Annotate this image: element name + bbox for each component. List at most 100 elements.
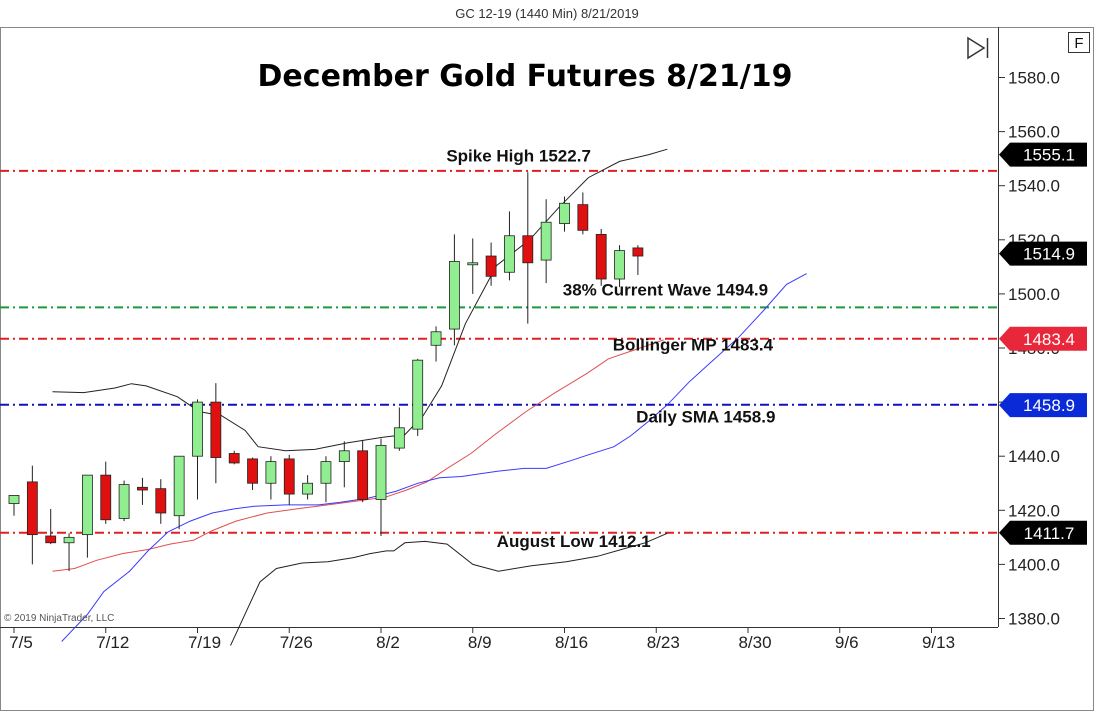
candle-body xyxy=(100,474,112,521)
play-triangle-icon xyxy=(967,36,986,60)
price-tag: 1458.9 xyxy=(999,393,1087,418)
candle xyxy=(228,450,240,465)
candle xyxy=(485,242,497,286)
price-tag-label: 1411.7 xyxy=(1024,524,1075,543)
level-annotation: August Low 1412.1 xyxy=(497,532,651,551)
x-tick-label: 8/23 xyxy=(647,633,680,652)
candle-body xyxy=(192,401,203,457)
candle xyxy=(448,234,460,346)
candle-body xyxy=(485,255,497,277)
candle-body xyxy=(320,461,332,484)
candle xyxy=(430,326,442,362)
f-button-box[interactable] xyxy=(1068,32,1090,53)
y-tick-label: 1400.0 xyxy=(1008,555,1060,574)
level-annotation: Bollinger MP 1483.4 xyxy=(613,336,774,355)
candle xyxy=(467,238,479,294)
chart-frame xyxy=(0,27,1094,711)
candle xyxy=(338,441,350,488)
candle-body xyxy=(247,458,258,484)
scroll-end-icon[interactable] xyxy=(967,36,989,60)
candle xyxy=(559,196,570,232)
candle-body xyxy=(632,247,644,257)
price-tag: 1514.9 xyxy=(999,241,1087,266)
candle-body xyxy=(82,474,93,536)
indicator-lines xyxy=(52,148,807,646)
x-tick-label: 8/30 xyxy=(738,633,771,652)
annotations: Spike High 1522.7 38% Current Wave 1494.9… xyxy=(446,146,775,550)
candle-body xyxy=(504,235,515,273)
x-tick-label: 8/9 xyxy=(468,633,492,652)
candle xyxy=(100,461,112,524)
candle-body xyxy=(448,261,460,330)
candle-body xyxy=(8,495,20,504)
chart-caption: GC 12-19 (1440 Min) 8/21/2019 xyxy=(455,6,639,21)
candle xyxy=(522,172,534,324)
candle-body xyxy=(173,455,185,517)
candle xyxy=(577,192,589,235)
candle xyxy=(210,383,222,484)
f-button-label[interactable]: F xyxy=(1074,35,1083,52)
y-tick-label: 1580.0 xyxy=(1008,69,1060,88)
x-axis: 7/5 7/12 7/19 7/26 8/2 8/9 8/16 8/23 8/30 9/6 9/13 xyxy=(9,627,955,652)
f-button[interactable]: F xyxy=(1068,32,1090,53)
candle xyxy=(173,455,185,530)
candle-body xyxy=(595,233,607,280)
x-tick-label: 7/12 xyxy=(96,633,129,652)
price-tag: 1483.4 xyxy=(999,326,1087,351)
x-tick-label: 7/19 xyxy=(188,633,221,652)
candle xyxy=(504,211,515,281)
price-tag: 1555.1 xyxy=(999,142,1087,167)
price-tag-label: 1458.9 xyxy=(1023,396,1075,415)
candle-body xyxy=(118,484,130,519)
candle xyxy=(357,439,369,503)
price-tag-shape xyxy=(999,520,1087,545)
candle-body xyxy=(137,486,148,491)
candle-body xyxy=(228,453,240,464)
x-tick-label: 9/13 xyxy=(922,633,955,652)
candle-body xyxy=(63,536,75,544)
candle xyxy=(283,454,295,505)
candle-body xyxy=(375,444,387,500)
candle-body xyxy=(614,250,625,280)
candlesticks xyxy=(8,172,644,572)
candle xyxy=(614,245,625,288)
indicator-line xyxy=(230,532,668,646)
candle xyxy=(540,199,552,284)
candle-body xyxy=(283,458,295,495)
candle xyxy=(632,245,644,275)
candle-body xyxy=(265,461,277,484)
candle xyxy=(302,475,314,500)
candle-body xyxy=(430,331,442,346)
candle-body xyxy=(522,235,534,264)
x-tick-label: 8/2 xyxy=(376,633,400,652)
price-tag-shape xyxy=(999,241,1087,266)
y-axis: 1380.01400.01420.01440.01460.01480.01500… xyxy=(998,69,1060,629)
candle-body xyxy=(210,401,222,458)
candle-body xyxy=(357,450,369,500)
candle xyxy=(192,399,203,500)
candle xyxy=(265,456,277,500)
candle xyxy=(26,465,38,565)
price-tag-shape xyxy=(999,142,1087,167)
candle-body xyxy=(577,204,589,231)
y-tick-label: 1380.0 xyxy=(1008,610,1060,629)
indicator-line xyxy=(61,273,807,642)
price-tag-shape xyxy=(999,393,1087,418)
candle xyxy=(63,533,75,572)
candle xyxy=(320,456,332,503)
level-lines xyxy=(0,169,998,534)
chart-title: December Gold Futures 8/21/19 xyxy=(258,59,793,94)
candle xyxy=(595,228,607,286)
price-tag-label: 1483.4 xyxy=(1023,330,1075,349)
candle-body xyxy=(338,450,350,463)
price-tag-label: 1555.1 xyxy=(1023,146,1075,165)
candle xyxy=(118,480,130,522)
candle xyxy=(8,495,20,516)
candle-body xyxy=(155,488,167,514)
price-tag-shape xyxy=(999,326,1087,351)
candle xyxy=(155,479,167,524)
candle-body xyxy=(467,262,479,266)
x-tick-label: 7/26 xyxy=(280,633,313,652)
candle-body xyxy=(559,202,570,224)
